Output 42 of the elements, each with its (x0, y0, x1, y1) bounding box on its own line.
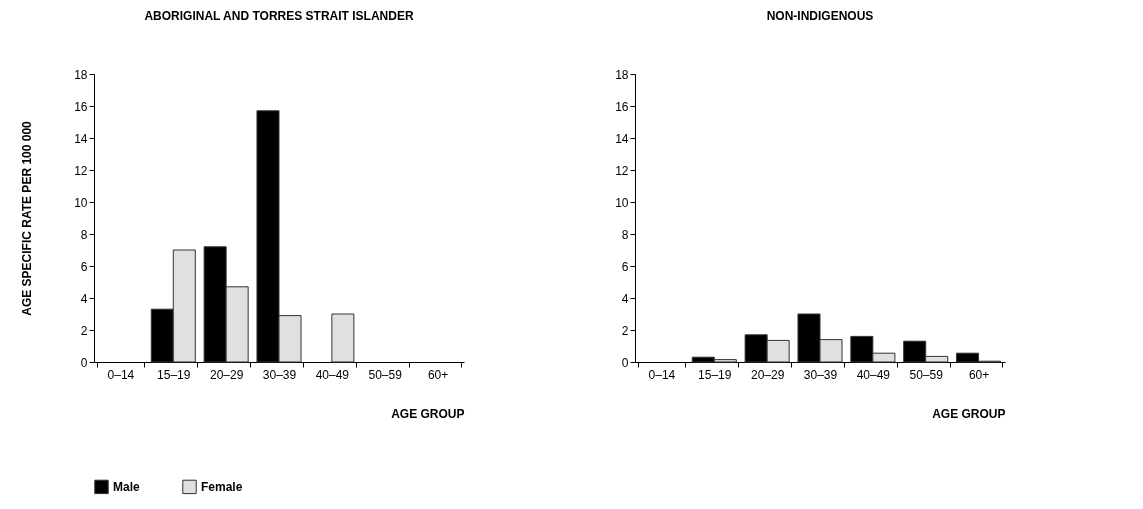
x-tick-label: 30–39 (262, 367, 297, 382)
y-tick-label: 18 (74, 67, 88, 82)
bar (331, 313, 355, 363)
y-tick-label: 12 (615, 163, 629, 178)
chart-title: ABORIGINAL AND TORRES STRAIT ISLANDER (144, 9, 414, 23)
x-axis-title: AGE GROUP (391, 406, 465, 421)
y-tick-label: 14 (74, 131, 88, 146)
y-tick-label: 18 (615, 67, 629, 82)
y-tick-label: 16 (74, 99, 88, 114)
x-tick-label: 50–59 (909, 367, 944, 382)
y-tick-label: 2 (621, 323, 629, 338)
y-axis-title: AGE SPECIFIC RATE PER 100 000 (20, 120, 35, 316)
y-tick-label: 10 (74, 195, 88, 210)
x-tick-label: 0–14 (107, 367, 135, 382)
x-tick-label: 60+ (968, 367, 990, 382)
x-tick-label: 60+ (427, 367, 449, 382)
legend-label: Male (113, 479, 140, 494)
y-tick-label: 16 (615, 99, 629, 114)
y-tick-label: 4 (621, 291, 629, 306)
y-tick-label: 12 (74, 163, 88, 178)
x-tick-label: 15–19 (157, 367, 191, 382)
x-tick-label: 15–19 (698, 367, 732, 382)
y-tick-label: 0 (80, 355, 88, 370)
x-tick-label: 20–29 (209, 367, 244, 382)
legend-label: Female (201, 479, 243, 494)
x-tick-label: 30–39 (803, 367, 838, 382)
x-tick-label: 40–49 (315, 367, 350, 382)
x-tick-label: 0–14 (648, 367, 676, 382)
x-axis-title: AGE GROUP (932, 406, 1006, 421)
chart-title: NON-INDIGENOUS (766, 9, 874, 23)
y-tick-label: 4 (80, 291, 88, 306)
y-tick-label: 8 (80, 227, 88, 242)
y-tick-label: 6 (621, 259, 629, 274)
x-tick-label: 50–59 (368, 367, 403, 382)
y-tick-label: 0 (621, 355, 629, 370)
y-tick-label: 8 (621, 227, 629, 242)
y-tick-label: 6 (80, 259, 88, 274)
y-tick-label: 10 (615, 195, 629, 210)
x-tick-label: 40–49 (856, 367, 891, 382)
y-tick-label: 2 (80, 323, 88, 338)
x-tick-label: 20–29 (750, 367, 785, 382)
y-tick-label: 14 (615, 131, 629, 146)
